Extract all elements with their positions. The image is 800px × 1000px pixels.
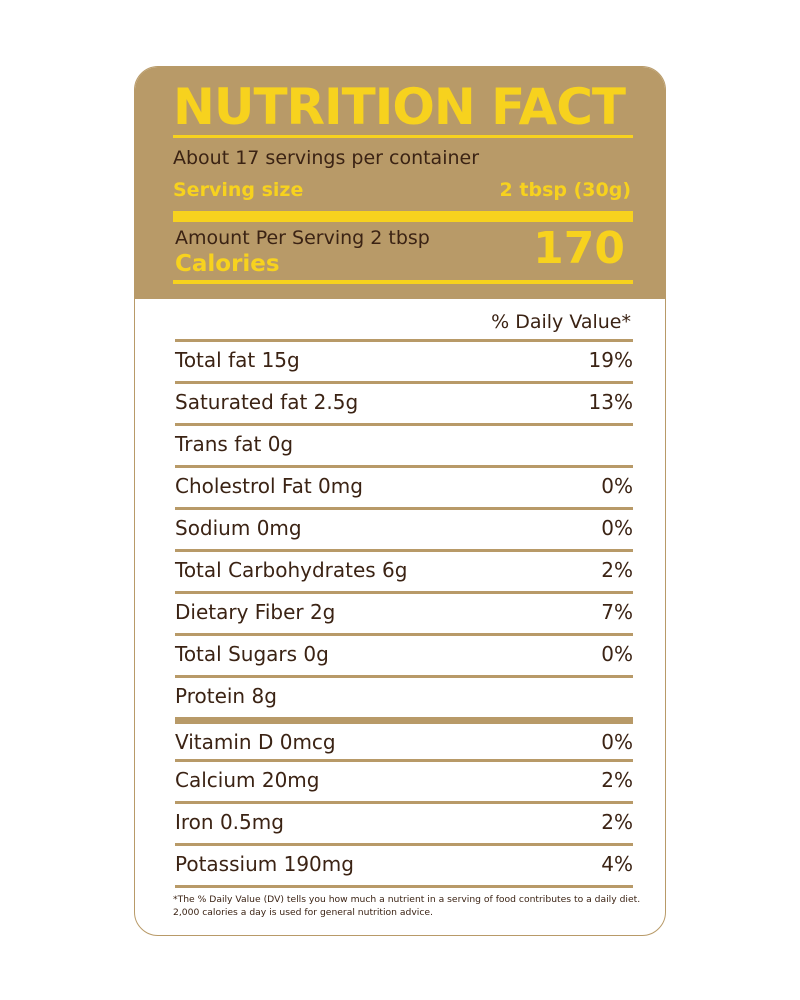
nutrient-name: Trans fat 0g <box>175 432 294 456</box>
nutrient-name: Potassium 190mg <box>175 852 354 876</box>
nutrient-name: Total fat 15g <box>175 348 300 372</box>
nutrient-name: Dietary Fiber 2g <box>175 600 336 624</box>
daily-value-footnote: *The % Daily Value (DV) tells you how mu… <box>173 894 641 918</box>
nutrient-daily-value: 0% <box>601 516 633 540</box>
nutrient-row: Total fat 15g 19% <box>175 339 633 381</box>
nutrient-daily-value: 0% <box>601 474 633 498</box>
nutrient-name: Protein 8g <box>175 684 277 708</box>
nutrient-row: Sodium 0mg 0% <box>175 507 633 549</box>
amount-per-serving: Amount Per Serving 2 tbsp <box>175 227 430 249</box>
nutrient-row: Saturated fat 2.5g 13% <box>175 381 633 423</box>
nutrient-name: Vitamin D 0mcg <box>175 730 336 754</box>
nutrient-row: Total Sugars 0g 0% <box>175 633 633 675</box>
daily-value-header: % Daily Value* <box>491 311 631 333</box>
nutrient-row: Potassium 190mg 4% <box>175 843 633 885</box>
nutrient-daily-value: 4% <box>601 852 633 876</box>
nutrient-row: Trans fat 0g <box>175 423 633 465</box>
calories-rule <box>173 280 633 284</box>
calories-value: 170 <box>533 223 625 274</box>
nutrient-name: Iron 0.5mg <box>175 810 284 834</box>
nutrient-daily-value: 2% <box>601 810 633 834</box>
serving-size-label: Serving size <box>173 179 304 201</box>
nutrient-name: Calcium 20mg <box>175 768 320 792</box>
nutrient-name: Sodium 0mg <box>175 516 302 540</box>
nutrient-name: Total Carbohydrates 6g <box>175 558 408 582</box>
label-title: NUTRITION FACT <box>173 78 626 136</box>
nutrient-name: Saturated fat 2.5g <box>175 390 359 414</box>
calories-label: Calories <box>175 251 280 277</box>
servings-per-container: About 17 servings per container <box>173 147 480 169</box>
serving-size-rule <box>173 211 633 222</box>
bottom-rule <box>175 885 633 889</box>
serving-size-value: 2 tbsp (30g) <box>499 179 631 201</box>
nutrient-list: Total fat 15g 19% Saturated fat 2.5g 13%… <box>175 339 633 889</box>
nutrient-name: Total Sugars 0g <box>175 642 329 666</box>
nutrient-daily-value: 2% <box>601 768 633 792</box>
nutrient-daily-value: 2% <box>601 558 633 582</box>
nutrient-daily-value: 0% <box>601 730 633 754</box>
nutrient-row: Cholestrol Fat 0mg 0% <box>175 465 633 507</box>
nutrient-daily-value: 7% <box>601 600 633 624</box>
nutrient-daily-value: 0% <box>601 642 633 666</box>
nutrient-daily-value: 19% <box>588 348 633 372</box>
title-underline <box>173 135 633 138</box>
nutrient-row: Dietary Fiber 2g 7% <box>175 591 633 633</box>
nutrient-row: Vitamin D 0mcg 0% <box>175 717 633 759</box>
nutrient-row: Iron 0.5mg 2% <box>175 801 633 843</box>
label-header: NUTRITION FACT About 17 servings per con… <box>135 67 665 299</box>
nutrient-row: Protein 8g <box>175 675 633 717</box>
nutrient-daily-value: 13% <box>588 390 633 414</box>
nutrient-name: Cholestrol Fat 0mg <box>175 474 363 498</box>
nutrient-row: Total Carbohydrates 6g 2% <box>175 549 633 591</box>
nutrient-row: Calcium 20mg 2% <box>175 759 633 801</box>
nutrition-label-card: NUTRITION FACT About 17 servings per con… <box>134 66 666 936</box>
